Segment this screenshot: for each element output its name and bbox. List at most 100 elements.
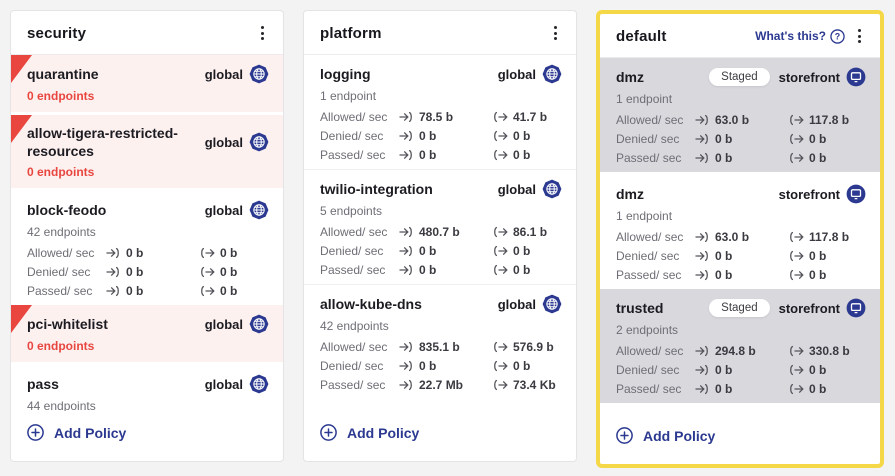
ingress-arrow-icon (399, 245, 412, 257)
ingress-arrow-icon (695, 114, 708, 126)
egress-arrow-icon (790, 383, 804, 395)
policy-card-dmz[interactable]: dmz Staged storefront 1 endpoint Allowed/ se… (600, 58, 880, 172)
egress-arrow-icon (201, 266, 215, 278)
endpoint-count: 1 endpoint (616, 92, 673, 106)
help-icon[interactable]: ? (830, 28, 845, 44)
endpoint-count: 42 endpoints (320, 319, 389, 333)
policy-card-trusted[interactable]: trustedstorefront (600, 406, 880, 414)
globe-icon (249, 374, 269, 394)
egress-value: 0 b (809, 268, 827, 282)
kebab-menu-icon[interactable] (549, 24, 562, 42)
endpoint-count: 1 endpoint (616, 209, 673, 223)
stat-label: Denied/ sec (320, 359, 384, 373)
plus-circle-icon (616, 427, 633, 444)
tier-title: platform (320, 24, 382, 42)
add-policy-button[interactable]: Add Policy (616, 427, 715, 444)
policy-card-allow-kube-dns[interactable]: allow-kube-dns global 42 endpoints Allowed/… (304, 284, 576, 399)
ingress-value: 0 b (715, 151, 733, 165)
policy-card-trusted[interactable]: trusted Staged storefront 2 endpoints Allowe… (600, 289, 880, 403)
egress-arrow-icon (790, 152, 804, 164)
svg-text:?: ? (835, 31, 840, 41)
ingress-arrow-icon (106, 247, 119, 259)
ingress-arrow-icon (695, 269, 708, 281)
ingress-value: 0 b (126, 265, 144, 279)
add-policy-button[interactable]: Add Policy (27, 424, 126, 441)
ingress-value: 0 b (126, 246, 144, 260)
ingress-value: 0 b (715, 382, 733, 396)
stat-row: Denied/ sec 0 b 0 b (320, 130, 562, 142)
globe-icon (249, 314, 269, 334)
policy-card-twilio-integration[interactable]: twilio-integration global 5 endpoints Allow… (304, 169, 576, 284)
stat-row: Allowed/ sec 78.5 b 41.7 b (320, 111, 562, 123)
scope-label: storefront (778, 186, 840, 202)
policy-card-quarantine[interactable]: quarantine global 0 endpoints (11, 55, 283, 112)
ingress-arrow-icon (695, 345, 708, 357)
endpoint-count: 44 endpoints (27, 399, 96, 411)
ingress-value: 0 b (715, 132, 733, 146)
plus-circle-icon (320, 424, 337, 441)
stat-label: Allowed/ sec (27, 246, 95, 260)
egress-value: 0 b (220, 246, 238, 260)
scope-label: global (204, 202, 243, 218)
ingress-arrow-icon (399, 360, 412, 372)
endpoint-count: 42 endpoints (27, 225, 96, 239)
policy-card-list: logging global 1 endpoint Allowed/ sec 78.5 … (304, 55, 576, 411)
egress-value: 86.1 b (513, 225, 548, 239)
egress-value: 0 b (513, 148, 531, 162)
stat-row: Passed/ sec 0 b 0 b (27, 285, 269, 297)
endpoint-count: 2 endpoints (616, 323, 679, 337)
ingress-value: 480.7 b (419, 225, 460, 239)
stat-label: Passed/ sec (320, 263, 386, 277)
policy-card-block-feodo[interactable]: block-feodo global 42 endpoints Allowed/ se… (11, 191, 283, 305)
policy-card-allow-tigera-restricted-resources[interactable]: allow-tigera-restricted-resources global 0… (11, 115, 283, 188)
policy-card-pci-whitelist[interactable]: pci-whitelist global 0 endpoints (11, 305, 283, 362)
policy-card-logging[interactable]: logging global 1 endpoint Allowed/ sec 78.5 … (304, 55, 576, 169)
egress-value: 0 b (809, 151, 827, 165)
staged-badge: Staged (709, 68, 770, 86)
staged-badge: Staged (709, 299, 770, 317)
egress-value: 0 b (809, 382, 827, 396)
ingress-arrow-icon (399, 149, 412, 161)
stat-label: Denied/ sec (320, 129, 384, 143)
egress-value: 117.8 b (809, 230, 850, 244)
stat-row: Allowed/ sec 63.0 b 117.8 b (616, 114, 866, 126)
alert-flag-icon (11, 305, 32, 333)
stat-label: Passed/ sec (320, 148, 386, 162)
stat-row: Denied/ sec 0 b 0 b (616, 364, 866, 376)
scope-label: global (497, 181, 536, 197)
ingress-value: 22.7 Mb (419, 378, 464, 392)
egress-arrow-icon (790, 231, 804, 243)
stat-row: Passed/ sec 0 b 0 b (616, 383, 866, 395)
policy-name: trusted (616, 300, 664, 316)
column-footer: Add Policy (304, 411, 576, 461)
egress-value: 73.4 Kb (513, 378, 556, 392)
ingress-arrow-icon (106, 266, 119, 278)
add-policy-button[interactable]: Add Policy (320, 424, 419, 441)
egress-arrow-icon (790, 250, 804, 262)
policy-card-dmz[interactable]: dmz storefront 1 endpoint Allowed/ sec 63.0 … (600, 175, 880, 289)
namespace-icon (846, 298, 866, 318)
ingress-arrow-icon (695, 231, 708, 243)
policy-name: logging (320, 66, 371, 82)
egress-value: 0 b (220, 265, 238, 279)
egress-value: 0 b (513, 129, 531, 143)
egress-value: 117.8 b (809, 113, 850, 127)
ingress-arrow-icon (106, 285, 119, 297)
ingress-value: 63.0 b (715, 113, 750, 127)
scope-label: global (204, 66, 243, 82)
kebab-menu-icon[interactable] (256, 24, 269, 42)
whats-this-link[interactable]: What's this?? (755, 28, 845, 44)
column-footer: Add Policy (600, 414, 880, 464)
namespace-icon (846, 67, 866, 87)
stat-label: Denied/ sec (320, 244, 384, 258)
stat-row: Denied/ sec 0 b 0 b (616, 250, 866, 262)
kebab-menu-icon[interactable] (853, 27, 866, 45)
egress-arrow-icon (790, 364, 804, 376)
endpoint-count: 5 endpoints (320, 204, 383, 218)
stat-row: Denied/ sec 0 b 0 b (27, 266, 269, 278)
scope-label: global (204, 134, 243, 150)
stat-label: Denied/ sec (27, 265, 91, 279)
egress-arrow-icon (790, 345, 804, 357)
egress-arrow-icon (494, 245, 508, 257)
